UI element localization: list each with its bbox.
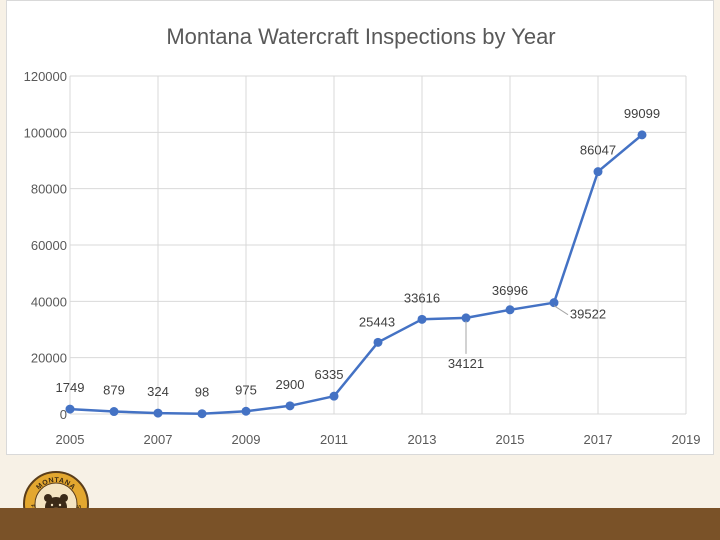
y-tick-label: 60000 [31, 238, 67, 253]
data-point-2009 [241, 406, 251, 416]
data-label-2009: 975 [235, 382, 257, 397]
series-line [69, 133, 643, 415]
y-tick-label: 80000 [31, 182, 67, 197]
y-tick-label: 120000 [24, 69, 67, 84]
data-label-2005: 1749 [56, 380, 85, 395]
y-axis: 0 20000 40000 60000 80000 100000 120000 [24, 69, 67, 422]
data-label-2013: 33616 [404, 290, 440, 305]
data-label-2010: 2900 [276, 377, 305, 392]
data-point-2011 [329, 391, 339, 401]
data-point-2018 [637, 130, 647, 140]
data-point-2008 [197, 409, 207, 419]
grid-layer [69, 75, 687, 415]
chart-title: Montana Watercraft Inspections by Year [166, 24, 555, 49]
y-tick-label: 20000 [31, 351, 67, 366]
data-point-2014 [461, 313, 471, 323]
x-axis: 2005 2007 2009 2011 2013 2015 2017 2019 [56, 432, 701, 447]
line-chart: Montana Watercraft Inspections by Year 0… [24, 24, 701, 447]
data-labels: 1749 879 324 98 975 2900 6335 25443 33616 34121 36… [56, 106, 661, 400]
x-tick-label: 2009 [232, 432, 261, 447]
x-tick-label: 2013 [408, 432, 437, 447]
x-tick-label: 2005 [56, 432, 85, 447]
x-tick-label: 2015 [496, 432, 525, 447]
data-point-2007 [153, 408, 163, 418]
data-label-2014: 34121 [448, 356, 484, 371]
data-label-2017: 86047 [580, 143, 616, 158]
y-tick-label: 100000 [24, 125, 67, 140]
x-tick-label: 2011 [320, 432, 348, 447]
data-label-2012: 25443 [359, 314, 395, 329]
data-label-2011: 6335 [315, 367, 344, 382]
data-point-2016 [549, 298, 559, 308]
y-tick-label: 0 [60, 407, 67, 422]
footer-band [0, 508, 720, 540]
x-tick-label: 2019 [672, 432, 701, 447]
data-label-2007: 324 [147, 384, 169, 399]
data-point-2013 [417, 314, 427, 324]
data-point-2005 [65, 404, 75, 414]
data-point-2017 [593, 167, 603, 177]
data-label-2006: 879 [103, 383, 125, 398]
series-inspections [65, 130, 647, 419]
data-point-2015 [505, 305, 515, 315]
data-point-2010 [285, 401, 295, 411]
data-label-2008: 98 [195, 385, 209, 400]
label-leader-line [553, 305, 569, 316]
data-label-2018: 99099 [624, 106, 660, 121]
x-tick-label: 2017 [584, 432, 613, 447]
data-point-2012 [373, 337, 383, 347]
data-label-2015: 36996 [492, 283, 528, 298]
y-tick-label: 40000 [31, 294, 67, 309]
data-point-2006 [109, 407, 119, 417]
chart-panel: Montana Watercraft Inspections by Year 0… [6, 0, 714, 455]
x-tick-label: 2007 [144, 432, 173, 447]
data-label-2016: 39522 [570, 307, 606, 322]
